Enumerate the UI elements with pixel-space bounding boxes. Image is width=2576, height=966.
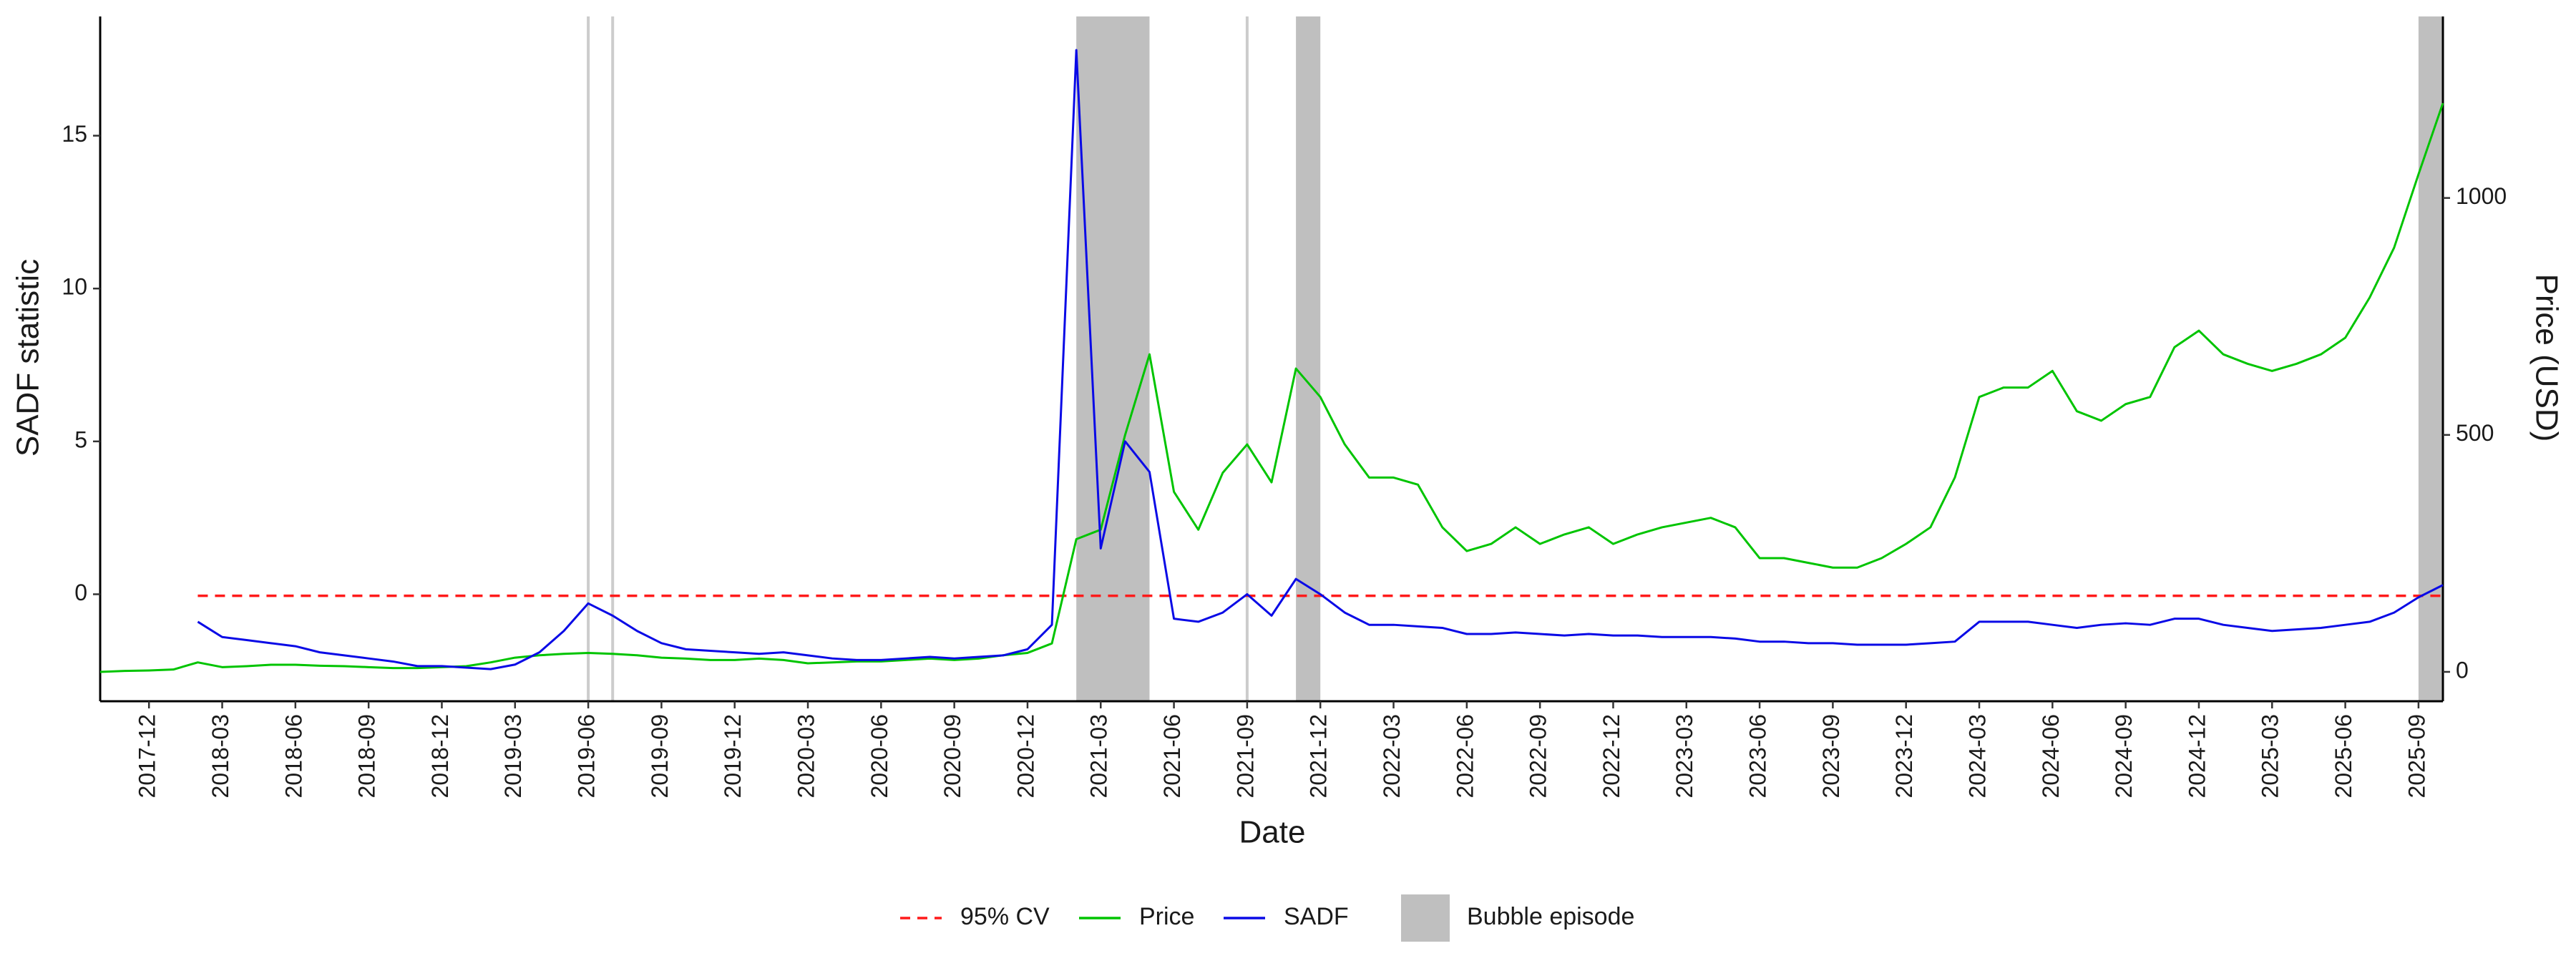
x-tick-label: 2025-09 [2404, 714, 2429, 798]
x-tick-label: 2022-09 [1526, 714, 1551, 798]
x-tick-label: 2024-03 [1964, 714, 1990, 798]
x-tick-label: 2024-06 [2038, 714, 2064, 798]
x-tick-label: 2021-09 [1232, 714, 1258, 798]
bubble-episode [2418, 16, 2443, 701]
x-tick-label: 2018-09 [354, 714, 380, 798]
x-tick-label: 2017-12 [135, 714, 160, 798]
bubble-episode [1245, 16, 1249, 701]
x-tick-label: 2020-09 [940, 714, 965, 798]
bubble-episode [1296, 16, 1321, 701]
legend-label: Price [1139, 903, 1194, 930]
legend-label: Bubble episode [1467, 903, 1634, 930]
x-tick-label: 2024-09 [2111, 714, 2137, 798]
x-tick-label: 2024-12 [2184, 714, 2210, 798]
x-tick-label: 2025-03 [2258, 714, 2283, 798]
x-tick-label: 2020-12 [1013, 714, 1038, 798]
x-tick-label: 2018-03 [208, 714, 233, 798]
legend-label: 95% CV [960, 903, 1050, 930]
y-tick-label: 15 [62, 121, 87, 147]
series-line [197, 49, 2444, 670]
x-tick-label: 2022-12 [1599, 714, 1624, 798]
x-tick-label: 2019-09 [647, 714, 673, 798]
y-tick-label: 0 [74, 580, 87, 605]
x-tick-label: 2019-12 [720, 714, 746, 798]
x-tick-label: 2021-03 [1086, 714, 1112, 798]
x-tick-label: 2018-06 [280, 714, 306, 798]
y2-tick-label: 500 [2456, 420, 2494, 446]
x-tick-label: 2022-03 [1379, 714, 1405, 798]
y2-tick-label: 1000 [2456, 183, 2507, 209]
x-tick-label: 2025-06 [2331, 714, 2356, 798]
x-tick-label: 2019-03 [500, 714, 526, 798]
y2-tick-label: 0 [2456, 657, 2469, 683]
x-axis-title: Date [1239, 815, 1306, 850]
legend-label: SADF [1284, 903, 1349, 930]
x-tick-label: 2021-12 [1306, 714, 1332, 798]
y2-axis-title: Price (USD) [2529, 274, 2564, 442]
bubble-episode [611, 16, 615, 701]
x-tick-label: 2023-09 [1818, 714, 1844, 798]
legend-swatch [1401, 894, 1450, 942]
x-tick-label: 2020-06 [867, 714, 892, 798]
bubble-episode [1076, 16, 1150, 701]
x-tick-label: 2019-06 [574, 714, 600, 798]
y-tick-label: 5 [74, 426, 87, 452]
x-tick-label: 2020-03 [793, 714, 819, 798]
x-tick-label: 2023-03 [1672, 714, 1697, 798]
x-tick-label: 2023-06 [1745, 714, 1771, 798]
x-tick-label: 2021-06 [1159, 714, 1185, 798]
bubble-episode [587, 16, 590, 701]
x-tick-label: 2018-12 [427, 714, 453, 798]
x-tick-label: 2022-06 [1452, 714, 1478, 798]
series-line [99, 102, 2444, 673]
x-tick-label: 2023-12 [1891, 714, 1917, 798]
y-tick-label: 10 [62, 274, 87, 300]
y-axis-title: SADF statistic [11, 259, 46, 457]
